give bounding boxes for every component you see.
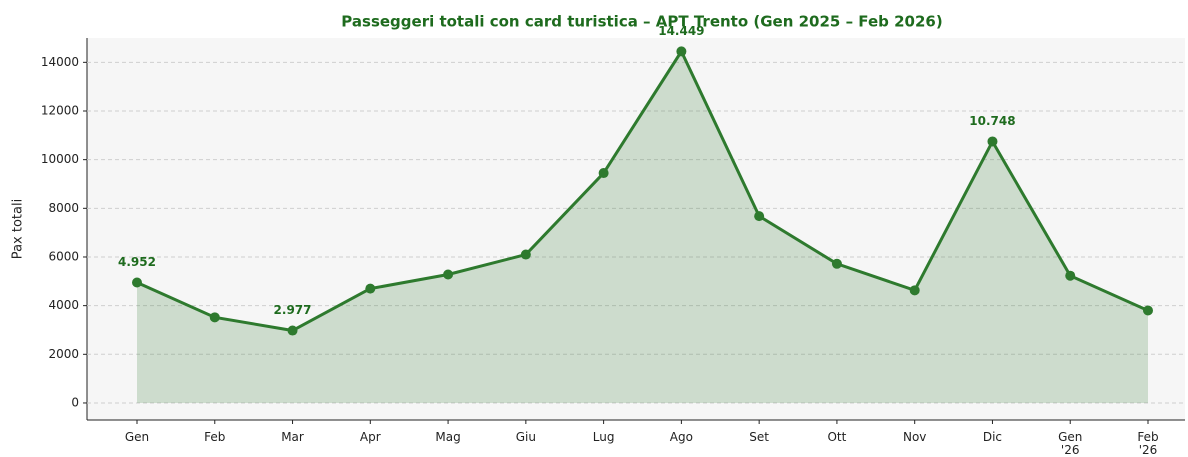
value-label: 10.748 [969, 114, 1015, 128]
point [520, 249, 531, 260]
x-tick-label: Ago [669, 430, 693, 444]
point [598, 168, 609, 179]
x-tick-label: Lug [592, 430, 615, 444]
x-tick-label: Nov [902, 430, 927, 444]
point [831, 258, 842, 269]
point [676, 46, 687, 57]
point [987, 136, 998, 147]
x-tick-label: Apr [359, 430, 381, 444]
x-tick-label: Feb '26 [1137, 430, 1159, 457]
chart-title: Passeggeri totali con card turistica – A… [341, 13, 942, 31]
point [443, 269, 454, 280]
point [1143, 305, 1153, 316]
y-tick-label: 8000 [48, 201, 79, 215]
point [287, 325, 298, 336]
value-label: 2.977 [274, 303, 312, 317]
x-tick-label: Feb [204, 430, 226, 444]
x-tick-label: Giu [515, 430, 536, 444]
point [132, 277, 142, 288]
x-tick-label: Mag [435, 430, 461, 444]
y-tick-label: 4000 [48, 298, 79, 312]
x-tick-label: Set [749, 430, 769, 444]
x-tick-label: Mar [281, 430, 304, 444]
x-tick-label: Ott [827, 430, 847, 444]
point [209, 312, 220, 323]
y-tick-label: 2000 [48, 347, 79, 361]
line [136, 48, 1149, 333]
value-label: 14.449 [658, 24, 704, 38]
y-tick-label: 10000 [41, 152, 79, 166]
value-label: 4.952 [118, 255, 156, 269]
area [137, 51, 1148, 403]
y-tick-label: 6000 [48, 249, 79, 263]
point [365, 283, 376, 294]
point [754, 211, 765, 222]
y-axis-label: Pax totali [11, 199, 26, 259]
point [1065, 270, 1076, 281]
plot-background [87, 38, 1185, 420]
y-tick-label: 12000 [41, 103, 79, 117]
x-tick-label: Dic [982, 430, 1003, 444]
point [909, 285, 920, 296]
x-tick-label: Gen [124, 430, 150, 444]
y-tick-label: 14000 [41, 55, 79, 69]
x-tick-label: Gen '26 [1058, 430, 1083, 457]
y-tick-label: 0 [71, 395, 79, 409]
